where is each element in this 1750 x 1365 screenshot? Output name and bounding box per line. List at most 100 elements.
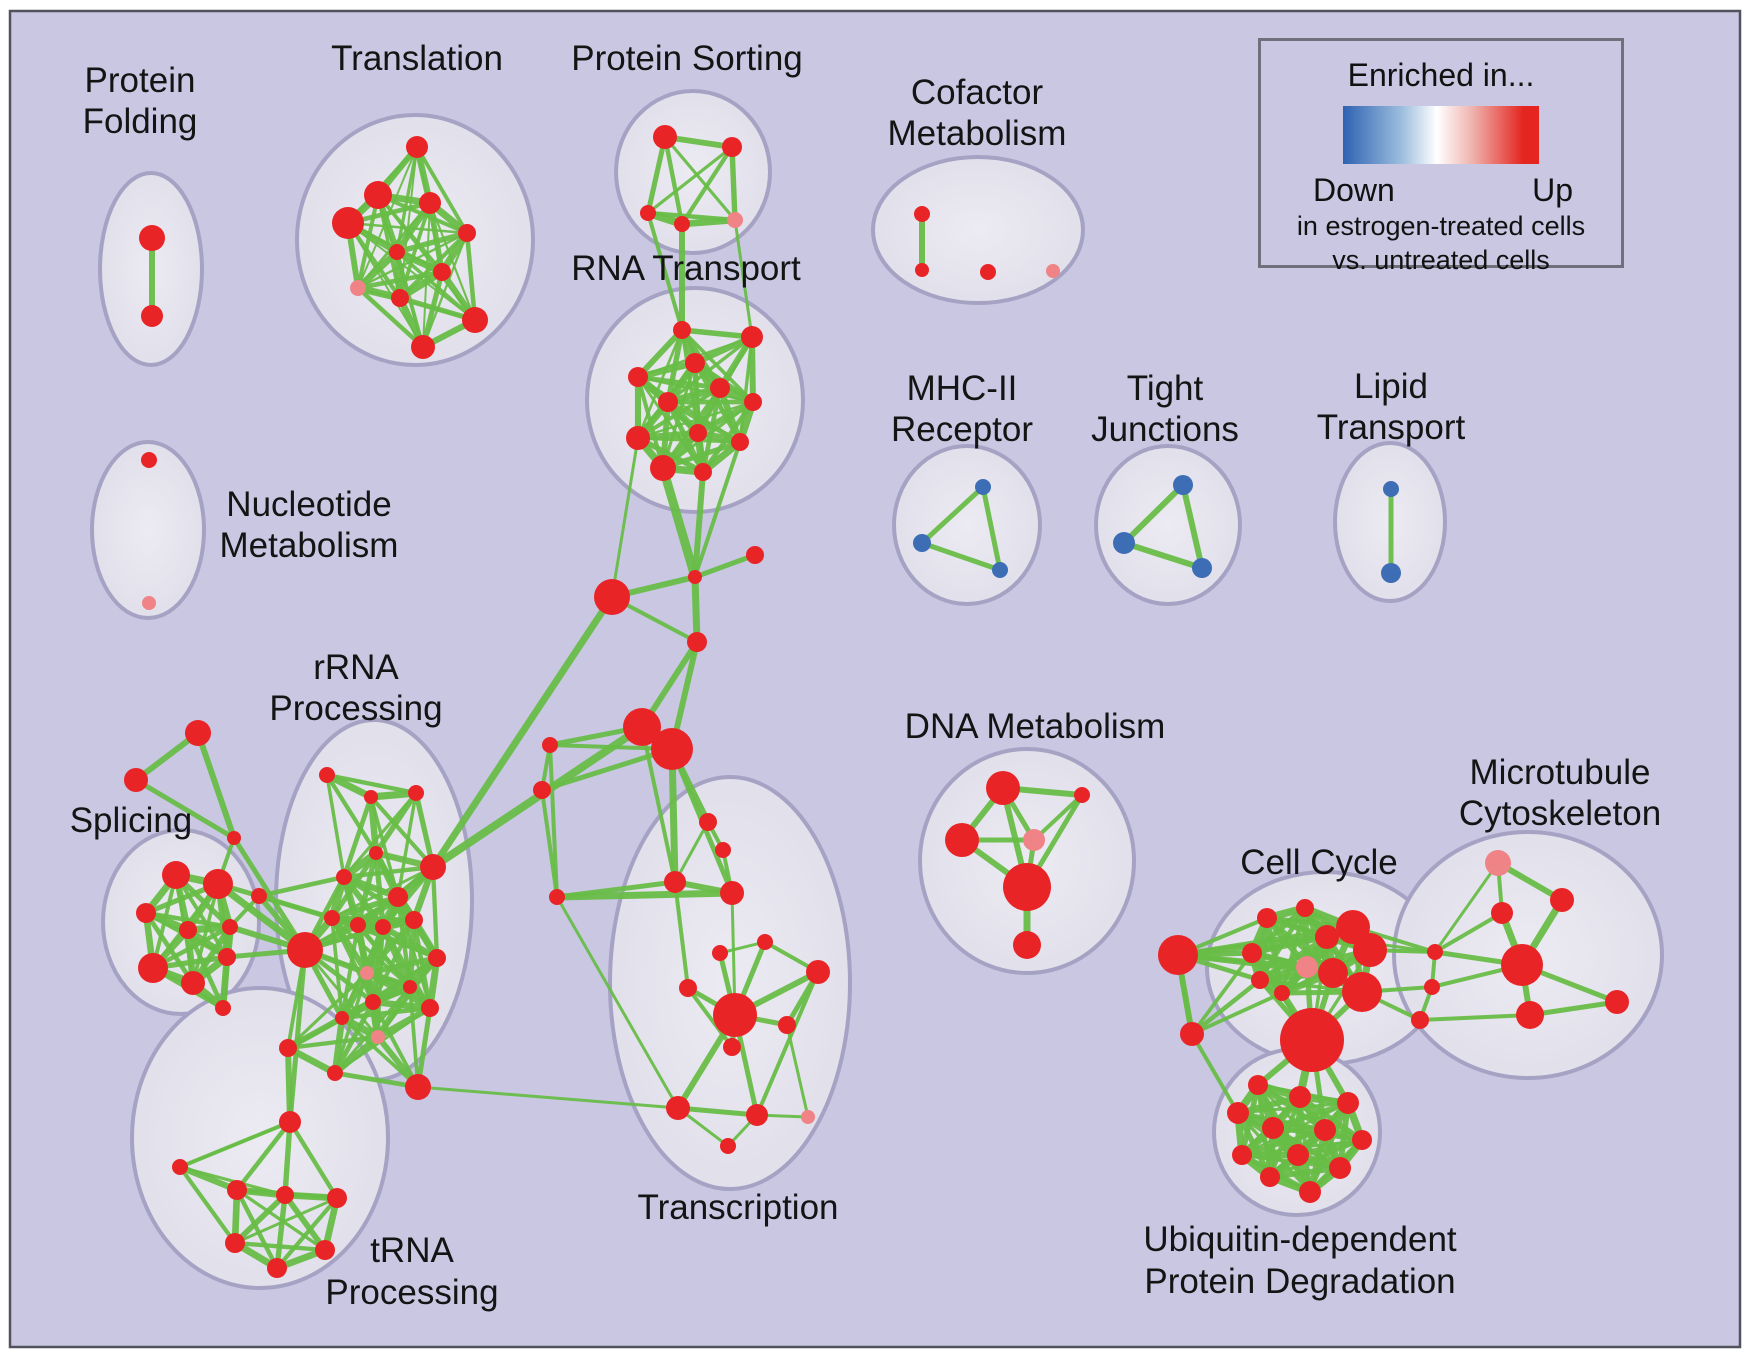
node-cell_cycle-1[interactable] bbox=[1180, 1022, 1204, 1046]
node-translation-8[interactable] bbox=[391, 289, 409, 307]
node-translation-0[interactable] bbox=[406, 136, 428, 158]
node-trna_processing-0[interactable] bbox=[279, 1111, 301, 1133]
node-trna_processing-6[interactable] bbox=[315, 1240, 335, 1260]
node-splicing-5[interactable] bbox=[138, 953, 168, 983]
node-rrna_processing-10[interactable] bbox=[375, 919, 391, 935]
node-ubiquitin_degradation-0[interactable] bbox=[1248, 1075, 1268, 1095]
node-protein_sorting-3[interactable] bbox=[674, 216, 690, 232]
node-cell_cycle-12[interactable] bbox=[1342, 972, 1382, 1012]
node-dna_metabolism-1[interactable] bbox=[1074, 787, 1090, 803]
node-trna_processing-4[interactable] bbox=[327, 1188, 347, 1208]
node-rna_transport-5[interactable] bbox=[658, 392, 678, 412]
node-connectors-7[interactable] bbox=[533, 781, 551, 799]
node-rna_transport-2[interactable] bbox=[685, 353, 705, 373]
node-rna_transport-1[interactable] bbox=[741, 326, 763, 348]
node-microtubule_cytoskeleton-2[interactable] bbox=[1491, 902, 1513, 924]
node-splicing_arm-0[interactable] bbox=[185, 720, 211, 746]
node-rrna_processing-13[interactable] bbox=[335, 1011, 349, 1025]
node-rna_transport-0[interactable] bbox=[673, 321, 691, 339]
node-rrna_processing-11[interactable] bbox=[405, 911, 423, 929]
node-cofactor_metabolism-3[interactable] bbox=[1046, 264, 1060, 278]
node-dna_metabolism-3[interactable] bbox=[1023, 829, 1045, 851]
node-rrna_processing-21[interactable] bbox=[327, 1065, 343, 1081]
node-protein_sorting-1[interactable] bbox=[722, 137, 742, 157]
node-rrna_processing-19[interactable] bbox=[371, 1030, 385, 1044]
node-transcription-6[interactable] bbox=[806, 960, 830, 984]
node-rna_transport-10[interactable] bbox=[650, 455, 676, 481]
node-translation-10[interactable] bbox=[411, 335, 435, 359]
node-dna_metabolism-5[interactable] bbox=[1013, 931, 1041, 959]
node-rna_transport-11[interactable] bbox=[694, 463, 712, 481]
node-ubiquitin_degradation-4[interactable] bbox=[1262, 1117, 1284, 1139]
node-translation-1[interactable] bbox=[364, 181, 392, 209]
node-lipid_transport-0[interactable] bbox=[1383, 481, 1399, 497]
node-rrna_processing-12[interactable] bbox=[287, 932, 323, 968]
node-rna_transport-9[interactable] bbox=[731, 433, 749, 451]
node-rrna_processing-15[interactable] bbox=[403, 980, 417, 994]
node-cell_cycle-0[interactable] bbox=[1158, 935, 1198, 975]
node-ubiquitin_degradation-9[interactable] bbox=[1329, 1157, 1351, 1179]
node-connectors-1[interactable] bbox=[688, 570, 702, 584]
node-tight_junctions-2[interactable] bbox=[1192, 558, 1212, 578]
node-ubiquitin_degradation-2[interactable] bbox=[1337, 1092, 1359, 1114]
node-protein_sorting-4[interactable] bbox=[727, 212, 743, 228]
node-mhc_receptor-0[interactable] bbox=[975, 479, 991, 495]
node-cofactor_metabolism-2[interactable] bbox=[980, 264, 996, 280]
node-microtubule_cytoskeleton-8[interactable] bbox=[1411, 1011, 1429, 1029]
node-cell_cycle-2[interactable] bbox=[1257, 908, 1277, 928]
node-rrna_processing-3[interactable] bbox=[369, 846, 383, 860]
node-cofactor_metabolism-0[interactable] bbox=[914, 206, 930, 222]
node-protein_sorting-2[interactable] bbox=[640, 205, 656, 221]
node-rrna_processing-0[interactable] bbox=[319, 767, 335, 783]
node-cofactor_metabolism-1[interactable] bbox=[915, 263, 929, 277]
node-splicing-2[interactable] bbox=[136, 903, 156, 923]
node-tight_junctions-0[interactable] bbox=[1173, 475, 1193, 495]
node-rrna_processing-4[interactable] bbox=[336, 869, 352, 885]
node-splicing-7[interactable] bbox=[218, 948, 236, 966]
node-cell_cycle-6[interactable] bbox=[1251, 971, 1269, 989]
node-rna_transport-6[interactable] bbox=[744, 393, 762, 411]
node-translation-2[interactable] bbox=[419, 192, 441, 214]
node-translation-5[interactable] bbox=[389, 244, 405, 260]
node-connectors-3[interactable] bbox=[687, 632, 707, 652]
node-rrna_processing-22[interactable] bbox=[405, 1074, 431, 1100]
node-splicing-0[interactable] bbox=[162, 861, 190, 889]
node-microtubule_cytoskeleton-7[interactable] bbox=[1424, 979, 1440, 995]
node-rrna_processing-16[interactable] bbox=[421, 999, 439, 1017]
node-cell_cycle-13[interactable] bbox=[1280, 1008, 1344, 1072]
node-translation-6[interactable] bbox=[433, 263, 451, 281]
node-transcription-3[interactable] bbox=[720, 881, 744, 905]
node-trna_processing-5[interactable] bbox=[225, 1233, 245, 1253]
node-rrna_processing-7[interactable] bbox=[251, 888, 267, 904]
node-ubiquitin_degradation-3[interactable] bbox=[1227, 1102, 1249, 1124]
node-trna_processing-3[interactable] bbox=[276, 1186, 294, 1204]
node-connectors-4[interactable] bbox=[623, 708, 661, 746]
node-trna_processing-1[interactable] bbox=[172, 1159, 188, 1175]
node-ubiquitin_degradation-5[interactable] bbox=[1314, 1119, 1336, 1141]
node-microtubule_cytoskeleton-3[interactable] bbox=[1501, 944, 1543, 986]
node-cell_cycle-8[interactable] bbox=[1315, 925, 1339, 949]
node-splicing-8[interactable] bbox=[215, 1000, 231, 1016]
node-trna_processing-2[interactable] bbox=[227, 1180, 247, 1200]
node-microtubule_cytoskeleton-4[interactable] bbox=[1516, 1001, 1544, 1029]
node-mhc_receptor-2[interactable] bbox=[992, 562, 1008, 578]
node-transcription-0[interactable] bbox=[699, 813, 717, 831]
node-microtubule_cytoskeleton-0[interactable] bbox=[1485, 850, 1511, 876]
node-rna_transport-8[interactable] bbox=[689, 424, 707, 442]
node-transcription-12[interactable] bbox=[746, 1104, 768, 1126]
node-transcription-5[interactable] bbox=[712, 945, 728, 961]
node-microtubule_cytoskeleton-5[interactable] bbox=[1605, 990, 1629, 1014]
node-nucleotide_metabolism-1[interactable] bbox=[142, 596, 156, 610]
node-tight_junctions-1[interactable] bbox=[1113, 532, 1135, 554]
node-protein_folding-1[interactable] bbox=[141, 305, 163, 327]
node-protein_sorting-0[interactable] bbox=[653, 125, 677, 149]
node-splicing_arm-1[interactable] bbox=[124, 768, 148, 792]
node-cell_cycle-10[interactable] bbox=[1353, 933, 1387, 967]
node-ubiquitin_degradation-7[interactable] bbox=[1232, 1145, 1252, 1165]
node-connectors-0[interactable] bbox=[594, 579, 630, 615]
node-translation-9[interactable] bbox=[462, 307, 488, 333]
node-rrna_processing-20[interactable] bbox=[279, 1039, 297, 1057]
node-cell_cycle-5[interactable] bbox=[1296, 956, 1318, 978]
node-rna_transport-3[interactable] bbox=[628, 367, 648, 387]
node-transcription-1[interactable] bbox=[715, 842, 731, 858]
